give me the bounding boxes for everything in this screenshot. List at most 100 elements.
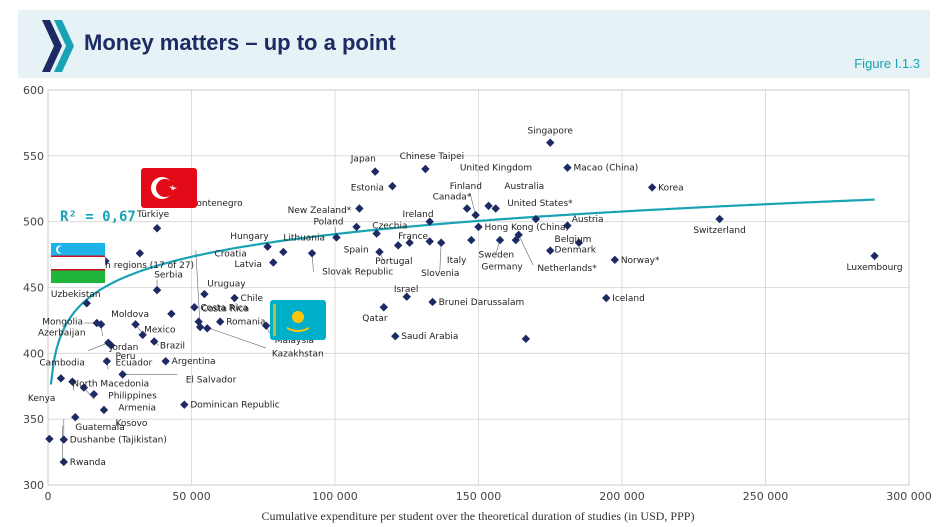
- point-label: Jordan: [109, 343, 139, 353]
- data-point: [82, 299, 91, 308]
- data-point: [870, 251, 879, 261]
- point-label: Sweden: [479, 251, 515, 261]
- data-point: [402, 292, 411, 301]
- point-label: Czechia: [372, 222, 407, 232]
- point-label: Korea: [658, 183, 684, 193]
- point-label: Armenia: [118, 403, 156, 413]
- point-label: Australia: [504, 182, 544, 192]
- data-point: [602, 293, 611, 303]
- data-point: [45, 434, 54, 444]
- point-label: Uruguay: [207, 280, 246, 290]
- data-point: [388, 181, 397, 191]
- point-label: Argentina: [172, 357, 216, 367]
- header-banner: Money matters – up to a point Figure I.1…: [18, 10, 930, 78]
- data-point: [79, 383, 89, 392]
- point-label: Croatia: [214, 249, 246, 259]
- point-label: United Kingdom: [460, 164, 532, 174]
- data-point: [474, 222, 483, 232]
- point-label: Serbia: [154, 270, 183, 280]
- r-squared-annotation: R² = 0,67: [60, 209, 136, 225]
- y-tick-label: 600: [23, 84, 44, 97]
- data-point: [96, 320, 106, 329]
- point-label: Montenegro: [189, 199, 243, 209]
- y-tick-label: 300: [23, 479, 44, 492]
- data-point: [269, 258, 278, 267]
- point-label: Canada*: [433, 193, 472, 203]
- point-label: Ireland: [402, 210, 433, 220]
- x-tick-label: 50 000: [172, 490, 211, 503]
- point-label: Azerbaijan: [38, 328, 86, 338]
- point-label: Chile: [241, 294, 264, 304]
- data-point: [56, 374, 66, 383]
- data-point: [68, 377, 77, 386]
- point-label: Italy: [447, 256, 467, 266]
- point-label: Mexico: [144, 326, 176, 336]
- leader-line: [439, 242, 442, 272]
- data-point: [379, 303, 388, 312]
- point-label: Denmark: [555, 245, 597, 255]
- point-label: Israel: [394, 285, 419, 295]
- point-label: Kenya: [28, 394, 56, 404]
- data-point: [152, 285, 162, 295]
- y-tick-label: 450: [23, 282, 44, 295]
- data-point: [391, 332, 400, 341]
- point-label: Saudi Arabia: [401, 332, 458, 342]
- data-point: [149, 337, 159, 346]
- leader-line: [469, 192, 476, 216]
- point-label: Philippines: [108, 391, 157, 401]
- point-label: North Macedonia: [72, 380, 149, 390]
- data-point: [610, 255, 620, 265]
- data-point: [421, 164, 430, 174]
- data-point: [332, 233, 341, 242]
- point-label: Netherlands*: [537, 264, 597, 274]
- point-label: Cambodia: [39, 359, 85, 369]
- data-point: [352, 222, 361, 232]
- x-tick-label: 150 000: [456, 490, 502, 503]
- oecd-logo-icon: [42, 20, 74, 72]
- data-point: [425, 237, 434, 246]
- data-point: [436, 238, 446, 247]
- point-label: Japan: [350, 154, 376, 164]
- data-point: [511, 235, 521, 245]
- point-label: Belgium: [555, 235, 592, 245]
- point-label: Austria: [572, 215, 604, 225]
- data-point: [190, 303, 199, 312]
- data-point: [138, 330, 147, 340]
- point-label: Brazil: [160, 341, 185, 351]
- data-point: [546, 138, 555, 147]
- point-label: Poland: [313, 218, 343, 228]
- leader-line: [205, 326, 267, 349]
- point-label: Costa Rica: [200, 303, 248, 313]
- trendline: [49, 198, 875, 385]
- data-point: [307, 249, 317, 258]
- leader-line: [518, 234, 534, 266]
- point-label: Moldova: [111, 310, 149, 320]
- x-axis: 0 50 000 100 000 150 000 200 000 250 000 300 0…: [45, 490, 932, 503]
- data-point: [152, 224, 162, 233]
- point-label: Finland: [450, 182, 482, 192]
- point-label: Malaysia: [275, 336, 314, 346]
- data-point: [71, 412, 80, 422]
- y-tick-label: 350: [23, 413, 44, 426]
- point-label: Costa Rica: [202, 305, 250, 315]
- point-label: Switzerland: [693, 226, 746, 236]
- y-tick-label: 550: [23, 150, 44, 163]
- point-label: Lithuania: [283, 233, 325, 243]
- data-point: [131, 320, 140, 329]
- data-point: [514, 230, 523, 240]
- data-point: [484, 201, 493, 211]
- data-point: [531, 214, 541, 224]
- data-points: [45, 138, 879, 467]
- page-title: Money matters – up to a point: [84, 30, 396, 55]
- y-axis: 300 350 400 450 500 550 600: [23, 84, 44, 492]
- data-point: [167, 309, 176, 319]
- point-label: Slovenia: [421, 269, 459, 279]
- point-label: El Salvador: [186, 376, 237, 386]
- point-label: an regions (17 of 27): [100, 261, 194, 271]
- point-label: Portugal: [375, 257, 412, 267]
- y-tick-label: 500: [23, 216, 44, 229]
- point-label: Türkiye: [136, 210, 170, 220]
- data-point: [161, 357, 170, 366]
- point-label: Estonia: [351, 183, 384, 193]
